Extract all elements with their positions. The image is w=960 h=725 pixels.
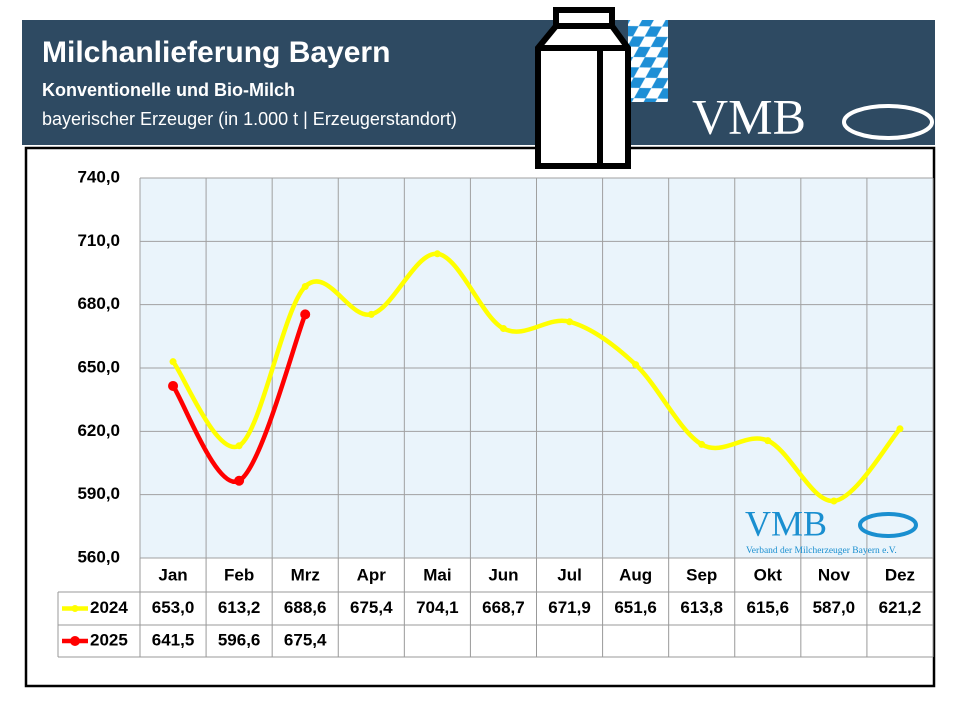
point [698,440,706,448]
point [896,425,904,433]
table-value: 653,0 [152,598,195,617]
table-value: 615,6 [747,598,790,617]
series-line [170,251,903,504]
milk-carton [535,7,631,169]
x-tick-label: Okt [754,565,783,584]
x-tick-label: Aug [619,565,652,584]
table-value: 668,7 [482,598,525,617]
x-tick-label: Nov [818,565,851,584]
point [566,318,574,326]
x-tick-label: Jul [557,565,582,584]
x-tick-label: Sep [686,565,717,584]
table-value: 704,1 [416,598,459,617]
x-tick-label: Jun [488,565,518,584]
point [499,325,507,333]
y-tick-label: 590,0 [77,484,120,503]
table-value: 671,9 [548,598,591,617]
note: bayerischer Erzeuger (in 1.000 t | Erzeu… [42,109,457,129]
point [367,310,375,318]
y-tick-label: 710,0 [77,231,120,250]
y-tick-label: 740,0 [77,167,120,186]
table-value: 613,2 [218,598,261,617]
x-tick-label: Apr [357,565,387,584]
table-value: 675,4 [350,598,393,617]
y-tick-label: 560,0 [77,547,120,566]
title: Milchanlieferung Bayern [42,36,390,69]
subtitle: Konventionelle und Bio-Milch [42,80,295,100]
table-value: 621,2 [879,598,922,617]
watermark-swoosh [858,512,918,538]
y-tick-label: 650,0 [77,357,120,376]
logo-swoosh [842,104,934,140]
y-tick-label: 680,0 [77,294,120,313]
legend-marker [71,605,79,612]
point [433,250,441,258]
point [234,475,245,486]
x-tick-label: Feb [224,565,254,584]
point [301,283,309,291]
point [830,497,838,505]
header-panel [22,20,935,145]
legend-marker [70,636,80,646]
x-tick-label: Mai [423,565,451,584]
point [235,442,243,450]
legend-label: 2024 [90,598,128,617]
legend-label: 2025 [90,630,128,649]
table-value: 596,6 [218,630,261,649]
table-value: 641,5 [152,630,195,649]
point [632,361,640,369]
table-value: 651,6 [614,598,657,617]
point [169,358,177,366]
x-tick-label: Jan [158,565,187,584]
watermark-logo: VMB [745,503,827,543]
table-value: 675,4 [284,630,327,649]
y-tick-label: 620,0 [77,421,120,440]
x-tick-label: Mrz [291,565,320,584]
table-value: 613,8 [680,598,723,617]
bavaria-flag [628,20,668,102]
logo: VMB [692,88,806,144]
point [168,380,179,391]
table-value: 688,6 [284,598,327,617]
watermark: VMB Verband der Milcherzeuger Bayern e.V… [745,503,918,556]
table-value: 587,0 [813,598,856,617]
x-tick-label: Dez [885,565,915,584]
point [300,309,311,320]
point [764,437,772,445]
watermark-caption: Verband der Milcherzeuger Bayern e.V. [746,546,897,556]
